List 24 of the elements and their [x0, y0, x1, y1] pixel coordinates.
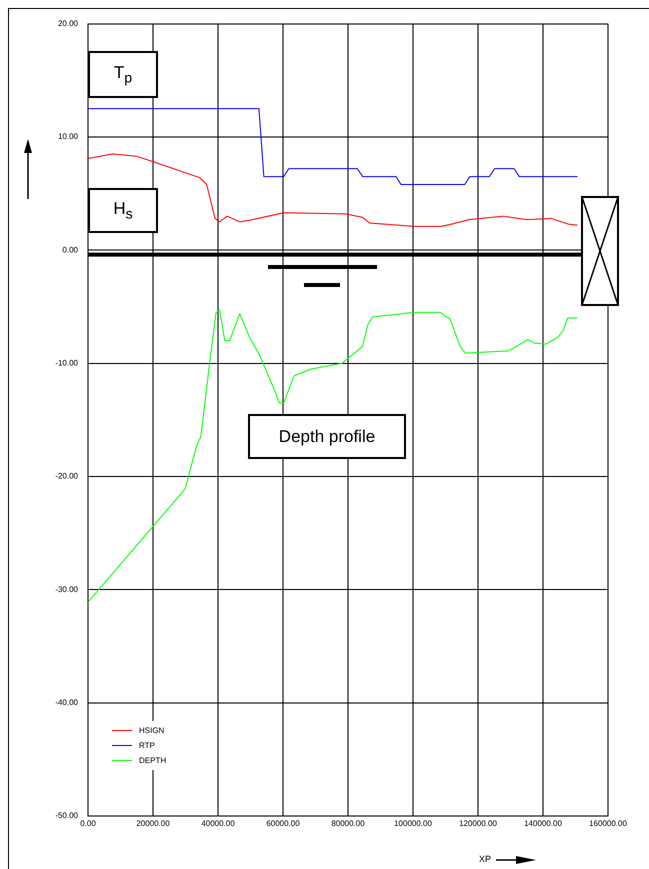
y-tick-label: -10.00: [55, 358, 79, 368]
y-tick-label: -50.00: [55, 811, 79, 820]
legend-label: DEPTH: [139, 755, 166, 767]
y-tick-label: -30.00: [55, 584, 79, 594]
x-tick-label: 80000.00: [331, 819, 366, 828]
x-tick-label: 100000.00: [394, 819, 432, 828]
x-tick-label: 60000.00: [266, 819, 300, 828]
annotation: Depth profile: [278, 426, 376, 446]
legend-label: HSIGN: [139, 725, 164, 737]
y-tick-label: 10.00: [58, 132, 79, 142]
x-tick-label: 20000.00: [136, 819, 170, 828]
x-tick-label: 40000.00: [201, 819, 236, 828]
x-tick-label: 0.00: [80, 819, 96, 828]
y-tick-label: 0.00: [62, 245, 79, 254]
annotation: H$_{s}$: [113, 198, 133, 222]
y-tick-label: -40.00: [55, 698, 79, 708]
annotation: T$_{p}$: [114, 62, 132, 86]
x-tick-label: 160000.00: [589, 819, 628, 828]
x-axis-title: XP: [479, 854, 492, 864]
y-tick-label: 20.00: [58, 19, 79, 28]
legend-label: RTP: [139, 740, 155, 752]
x-tick-label: 120000.00: [459, 819, 498, 828]
x-tick-label: 140000.00: [524, 819, 562, 828]
y-tick-label: -20.00: [55, 472, 79, 481]
